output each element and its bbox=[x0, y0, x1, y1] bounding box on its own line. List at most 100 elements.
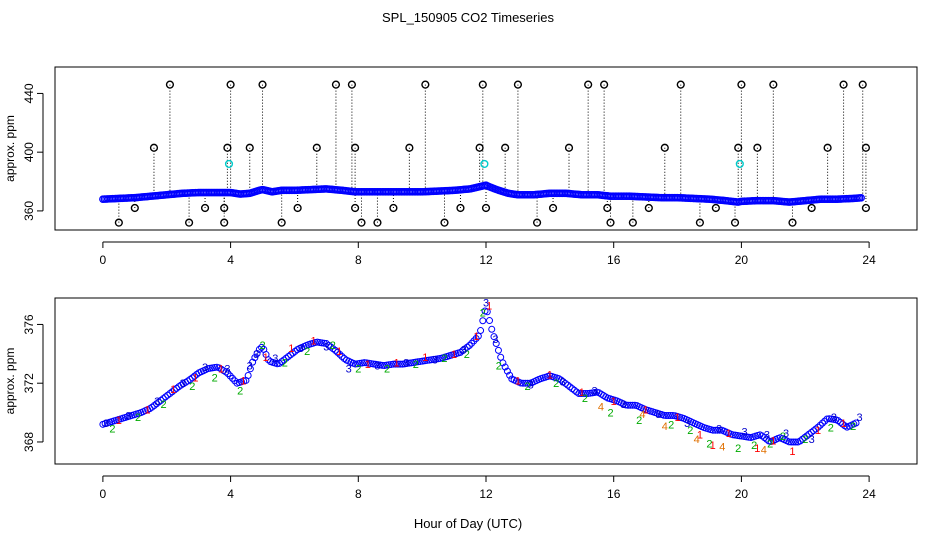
series-marker-1: 1 bbox=[192, 372, 198, 384]
series-marker-1: 1 bbox=[422, 352, 428, 364]
co2-detail-point bbox=[711, 426, 719, 434]
series-marker-3: 3 bbox=[831, 412, 837, 424]
co2-detail-point bbox=[461, 345, 469, 353]
series-marker-1: 1 bbox=[288, 343, 294, 355]
outlier-point bbox=[711, 203, 720, 213]
co2-detail-point bbox=[470, 337, 478, 345]
series-marker-3: 3 bbox=[247, 361, 253, 373]
co2-detail-point bbox=[477, 327, 485, 335]
series-marker-1: 1 bbox=[311, 336, 317, 348]
y-tick-label: 360 bbox=[22, 201, 36, 221]
series-marker-2: 2 bbox=[496, 361, 502, 373]
series-marker-2: 2 bbox=[687, 425, 693, 437]
co2-detail-point bbox=[168, 388, 176, 396]
series-marker-2: 2 bbox=[109, 424, 115, 436]
series-marker-3: 3 bbox=[103, 418, 109, 430]
co2-detail-point bbox=[378, 361, 386, 369]
series-marker-3: 3 bbox=[180, 378, 186, 390]
outlier-point bbox=[660, 143, 669, 152]
series-marker-3: 3 bbox=[809, 434, 815, 446]
co2-detail-point bbox=[506, 371, 514, 379]
co2-detail-point bbox=[398, 360, 406, 368]
co2-detail-point bbox=[716, 426, 724, 434]
co2-detail-point bbox=[499, 359, 507, 367]
series-marker-1: 1 bbox=[754, 443, 760, 455]
co2-detail-point bbox=[282, 354, 290, 362]
series-marker-3: 3 bbox=[591, 386, 597, 398]
series-marker-3: 3 bbox=[716, 424, 722, 436]
series-marker-3: 3 bbox=[483, 297, 489, 309]
series-marker-1: 1 bbox=[710, 440, 716, 452]
co2-detail-point bbox=[329, 345, 337, 353]
co2-detail-point bbox=[465, 341, 473, 349]
x-tick-label: 24 bbox=[862, 487, 876, 501]
series-marker-2: 2 bbox=[160, 399, 166, 411]
outlier-point bbox=[734, 143, 743, 152]
co2-detail-point bbox=[246, 365, 254, 373]
x-tick-label: 0 bbox=[100, 487, 107, 501]
series-marker-2: 2 bbox=[135, 412, 141, 424]
co2-detail-point bbox=[667, 412, 675, 420]
co2-detail-point bbox=[278, 358, 286, 366]
series-marker-3: 3 bbox=[620, 399, 626, 411]
series-marker-2: 2 bbox=[282, 358, 288, 370]
series-marker-2: 2 bbox=[802, 434, 808, 446]
co2-detail-point bbox=[803, 432, 811, 440]
co2-detail-point bbox=[664, 412, 672, 420]
outlier-point bbox=[405, 143, 414, 152]
co2-detail-point bbox=[490, 333, 498, 341]
x-tick-label: 20 bbox=[735, 253, 749, 267]
series-marker-1: 1 bbox=[726, 428, 732, 440]
co2-detail-point bbox=[570, 386, 578, 394]
plot-frame bbox=[54, 66, 918, 231]
co2-detail-point bbox=[789, 438, 797, 446]
co2-detail-point bbox=[188, 374, 196, 382]
series-marker-3: 3 bbox=[323, 341, 329, 353]
co2-detail-point bbox=[497, 353, 505, 361]
x-tick-label: 4 bbox=[227, 487, 234, 501]
outlier-point bbox=[226, 80, 235, 89]
co2-detail-point bbox=[284, 353, 292, 361]
y-tick-label: 400 bbox=[22, 142, 36, 162]
outlier-point bbox=[245, 143, 254, 152]
raw-co2-panel: 0 4 8 12 16 20 24 360 400 440 approx. ppm bbox=[3, 66, 918, 267]
series-marker-3: 3 bbox=[655, 409, 661, 421]
x-tick-label: 8 bbox=[355, 487, 362, 501]
co2-detail-point bbox=[394, 360, 402, 368]
series-marker-1: 1 bbox=[145, 405, 151, 417]
co2-detail-point bbox=[173, 384, 181, 392]
co2-detail-point bbox=[226, 372, 234, 380]
co2-detail-point bbox=[360, 359, 368, 367]
co2-detail-point bbox=[836, 418, 844, 426]
co2-detail-point bbox=[812, 425, 820, 433]
series-marker-1: 1 bbox=[815, 425, 821, 437]
outlier-point bbox=[456, 203, 465, 213]
outlier-point bbox=[357, 218, 366, 227]
co2-detail-point bbox=[392, 360, 400, 368]
outlier-point bbox=[220, 218, 229, 227]
co2-detail-point bbox=[253, 350, 261, 358]
outlier-point bbox=[769, 80, 778, 89]
x-tick-label: 16 bbox=[607, 253, 621, 267]
series-marker-2: 2 bbox=[850, 421, 856, 433]
co2-detail-point bbox=[787, 438, 795, 446]
co2-detail-point bbox=[153, 400, 161, 408]
co2-detail-point bbox=[255, 345, 263, 353]
co2-detail-point bbox=[798, 435, 806, 443]
co2-detail-point bbox=[488, 325, 496, 333]
outlier-point bbox=[532, 218, 542, 227]
outlier-point bbox=[481, 203, 491, 213]
series-marker-2: 2 bbox=[828, 422, 834, 434]
outlier-point bbox=[312, 143, 321, 152]
series-marker-1: 1 bbox=[674, 412, 680, 424]
outlier-point bbox=[753, 143, 762, 152]
co2-detail-point bbox=[280, 356, 288, 364]
co2-detail-point bbox=[660, 411, 668, 419]
co2-detail-point bbox=[561, 379, 569, 387]
co2-detail-point bbox=[810, 427, 818, 435]
outlier-point bbox=[223, 143, 232, 152]
outlier-point bbox=[347, 80, 357, 89]
co2-detail-point bbox=[796, 437, 804, 445]
co2-detail-point bbox=[456, 348, 464, 356]
